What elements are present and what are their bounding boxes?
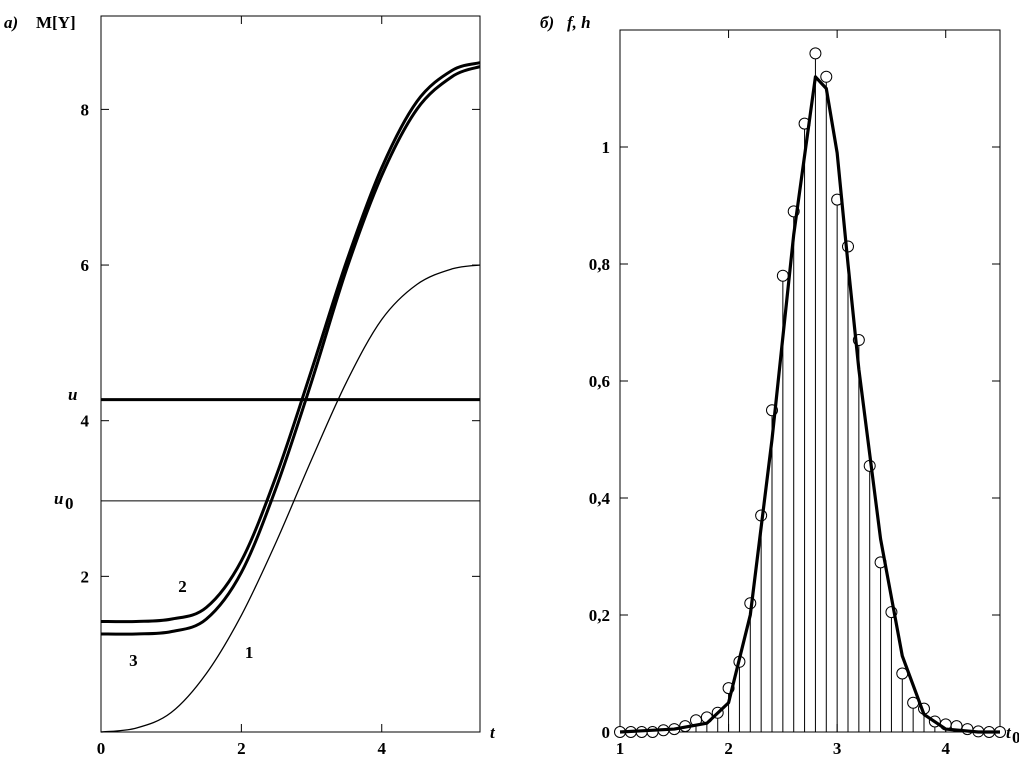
panel-b-xlabel-subscript: 0 xyxy=(1012,728,1019,747)
x-tick-label: 3 xyxy=(833,739,842,758)
y-tick-label: 1 xyxy=(602,138,611,157)
panel-b-frame xyxy=(619,29,1001,733)
panel-a-xlabel: t xyxy=(490,723,496,742)
curve-label: 1 xyxy=(245,643,254,662)
curve-label: 3 xyxy=(129,651,138,670)
y-tick-label: 0,8 xyxy=(589,255,610,274)
stem-marker xyxy=(809,47,822,60)
curve-2 xyxy=(100,61,481,624)
y-tick-label: 2 xyxy=(81,567,90,586)
panel-b-xlabel-base: t xyxy=(1006,723,1012,742)
u0-label: u 0 xyxy=(54,489,74,513)
x-tick-label: 2 xyxy=(237,739,246,758)
y-tick-label: 0 xyxy=(602,723,611,742)
y-tick-label: 0,6 xyxy=(589,372,610,391)
density-curve xyxy=(619,75,1000,734)
stem-marker xyxy=(820,70,833,83)
panel-a-ylabel: M[Y] xyxy=(36,13,76,32)
panel-a-axes: 0 2 4 2 4 6 8 xyxy=(81,16,480,758)
panel-b-plot xyxy=(614,47,1006,738)
y-tick-label: 8 xyxy=(81,100,90,119)
y-tick-label: 0,2 xyxy=(589,606,610,625)
curve-3 xyxy=(100,65,481,636)
panel-a-frame xyxy=(100,15,481,733)
y-tick-label: 6 xyxy=(81,256,90,275)
u0-label-base: u xyxy=(54,489,63,508)
panel-b: б) f, h t 0 1 2 3 4 0 0,2 0,4 0,6 0,8 1 xyxy=(540,13,1019,758)
panel-a: а) M[Y] t u u 0 0 2 4 2 4 6 8 1 2 3 xyxy=(4,13,496,758)
curve-label: 2 xyxy=(178,577,187,596)
u0-label-subscript: 0 xyxy=(65,494,74,513)
curve-1 xyxy=(100,264,481,733)
x-tick-label: 4 xyxy=(941,739,950,758)
x-tick-label: 2 xyxy=(724,739,733,758)
panel-b-label: б) xyxy=(540,13,554,32)
x-tick-label: 4 xyxy=(377,739,386,758)
panel-a-label: а) xyxy=(4,13,18,32)
x-tick-label: 0 xyxy=(97,739,106,758)
stem-marker xyxy=(776,269,789,282)
y-tick-label: 4 xyxy=(81,412,90,431)
panel-b-axes: 1 2 3 4 0 0,2 0,4 0,6 0,8 1 xyxy=(589,30,1000,758)
panel-b-ylabel: f, h xyxy=(567,13,591,32)
u-label: u xyxy=(68,385,77,404)
y-tick-label: 0,4 xyxy=(589,489,611,508)
panel-b-xlabel: t 0 xyxy=(1006,723,1019,747)
x-tick-label: 1 xyxy=(616,739,625,758)
panel-a-plot: 1 2 3 xyxy=(100,61,481,733)
